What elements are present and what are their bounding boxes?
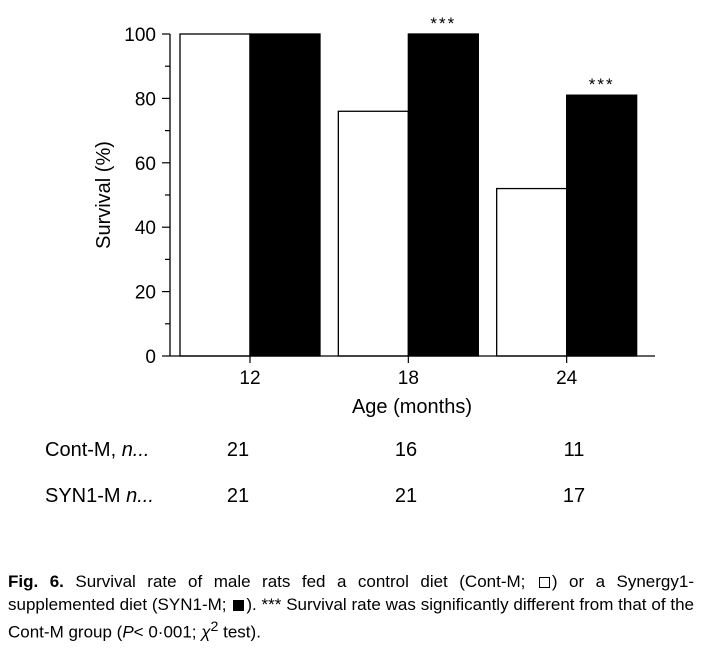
figure-caption: Fig. 6. Survival rate of male rats fed a… bbox=[8, 570, 694, 644]
table-cell: 21 bbox=[227, 485, 249, 507]
x-tick-label: 24 bbox=[556, 368, 578, 389]
y-tick-label: 60 bbox=[135, 154, 156, 175]
y-ticks-layer: 0 20 40 60 80 100 bbox=[124, 25, 170, 368]
table-cell: 21 bbox=[227, 439, 249, 461]
caption-text: Survival rate of male rats fed a control… bbox=[63, 572, 537, 591]
y-axis-label: Survival (%) bbox=[93, 141, 115, 249]
caption-text: < 0·001; bbox=[133, 622, 202, 642]
table-cell: 16 bbox=[395, 439, 417, 461]
significance-marker: *** bbox=[589, 75, 615, 94]
bar-syn1-m-24 bbox=[566, 94, 638, 357]
bar-cont-m-12 bbox=[179, 33, 251, 357]
significance-marker: *** bbox=[430, 14, 456, 33]
y-tick-label: 100 bbox=[124, 25, 156, 46]
caption-p: P bbox=[122, 622, 134, 642]
caption-text: test). bbox=[218, 622, 261, 642]
bar-syn1-m-12 bbox=[249, 33, 321, 357]
table-row-label-syn1-m: SYN1-M n... bbox=[45, 485, 154, 507]
caption-chi: χ bbox=[201, 622, 211, 642]
table-cell: 17 bbox=[563, 485, 585, 507]
x-tick-label: 18 bbox=[398, 368, 419, 389]
bar-cont-m-18 bbox=[337, 110, 409, 357]
table-cell: 21 bbox=[395, 485, 417, 507]
bar-syn1-m-18 bbox=[407, 33, 479, 357]
y-tick-label: 20 bbox=[135, 283, 156, 304]
x-ticks-layer: 12 18 24 bbox=[239, 356, 578, 389]
y-tick-label: 40 bbox=[135, 218, 156, 239]
significance-layer: *** *** bbox=[430, 14, 615, 94]
bar-cont-m-24 bbox=[496, 187, 568, 357]
filled-square-symbol bbox=[233, 600, 245, 611]
sample-size-table: Cont-M, n... SYN1-M n... 21 16 11 21 21 … bbox=[45, 439, 585, 507]
x-tick-label: 12 bbox=[239, 368, 260, 389]
caption-label: Fig. 6. bbox=[8, 572, 64, 591]
bars-layer bbox=[179, 33, 638, 357]
caption-sup: 2 bbox=[210, 619, 219, 635]
y-tick-label: 80 bbox=[135, 89, 156, 110]
y-tick-label: 0 bbox=[145, 347, 156, 368]
table-cell: 11 bbox=[564, 439, 585, 461]
x-axis-label: Age (months) bbox=[352, 396, 472, 418]
caption-text: ). *** Survival rate was significantly d… bbox=[8, 595, 695, 642]
table-row-label-cont-m: Cont-M, n... bbox=[45, 439, 149, 461]
caption-text: ) or a Synergy1-supplemented diet (SYN1-… bbox=[8, 572, 694, 614]
open-square-symbol bbox=[538, 577, 550, 588]
